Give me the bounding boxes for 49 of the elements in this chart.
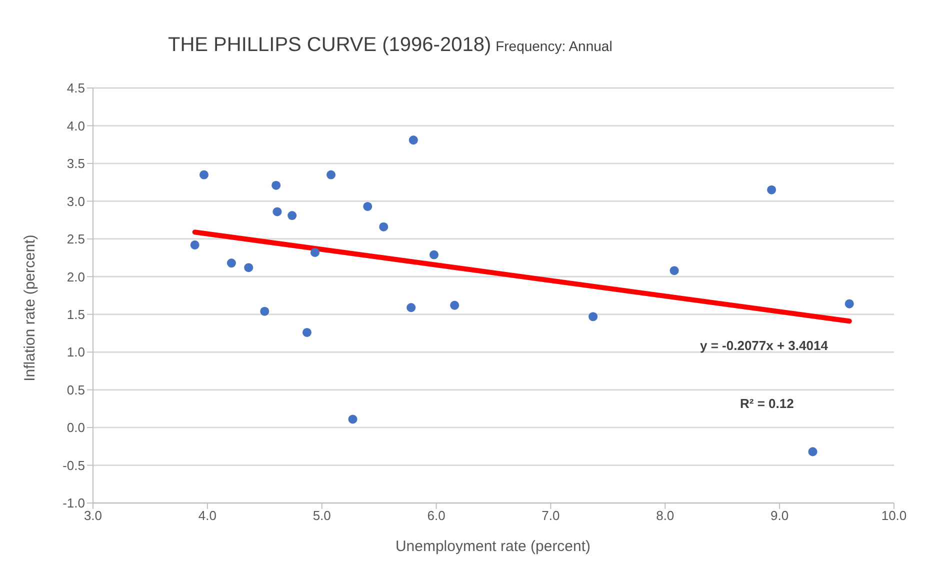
x-tick-label: 7.0 — [542, 508, 560, 524]
y-tick-label: 3.5 — [66, 156, 85, 172]
point — [244, 263, 254, 272]
y-tick-label: 1.5 — [66, 306, 85, 322]
point — [226, 258, 236, 268]
x-tick-label: 4.0 — [198, 508, 216, 524]
y-tick-label: 4.5 — [66, 80, 85, 96]
point — [310, 248, 320, 257]
y-tick-label: -0.5 — [62, 458, 85, 473]
x-tick-label: 3.0 — [84, 508, 102, 524]
point — [767, 185, 776, 194]
y-tick-label: 3.0 — [66, 194, 85, 209]
chart-title: THE PHILLIPS CURVE (1996-2018) — [168, 34, 492, 56]
y-tick-label: 1.0 — [66, 344, 85, 360]
y-tick-label: 2.0 — [66, 269, 85, 284]
point — [844, 299, 854, 308]
point — [406, 303, 416, 312]
point — [288, 211, 297, 220]
y-tick-label: 2.5 — [66, 232, 85, 247]
y-tick-label: 0.5 — [66, 382, 85, 398]
y-tick-label: 0.0 — [66, 420, 85, 436]
point — [190, 240, 200, 250]
point — [199, 170, 209, 180]
point — [808, 447, 818, 456]
point — [260, 306, 270, 316]
point — [363, 202, 372, 211]
x-tick-label: 5.0 — [312, 508, 331, 524]
point — [326, 170, 336, 180]
chart-subtitle: Frequency: Annual — [496, 38, 612, 54]
point — [408, 136, 418, 145]
x-tick-label: 9.0 — [770, 508, 789, 524]
point — [429, 250, 439, 260]
y-tick-label: -1.0 — [62, 496, 85, 511]
point — [450, 300, 460, 310]
x-tick-label: 10.0 — [881, 508, 907, 524]
point — [670, 266, 679, 276]
annotation: y = -0.2077x + 3.4014 — [700, 338, 828, 353]
point — [588, 312, 598, 322]
y-tick-label: 4.0 — [66, 118, 85, 134]
point — [272, 180, 281, 190]
y-axis-title: Inflation rate (percent) — [22, 234, 38, 382]
point — [348, 414, 358, 424]
x-axis-title: Unemployment rate (percent) — [395, 538, 591, 555]
point — [302, 328, 312, 337]
annotation: R² = 0.12 — [740, 396, 794, 411]
point — [379, 222, 388, 232]
point — [272, 207, 282, 216]
x-tick-label: 8.0 — [656, 508, 674, 524]
x-tick-label: 6.0 — [427, 508, 446, 524]
